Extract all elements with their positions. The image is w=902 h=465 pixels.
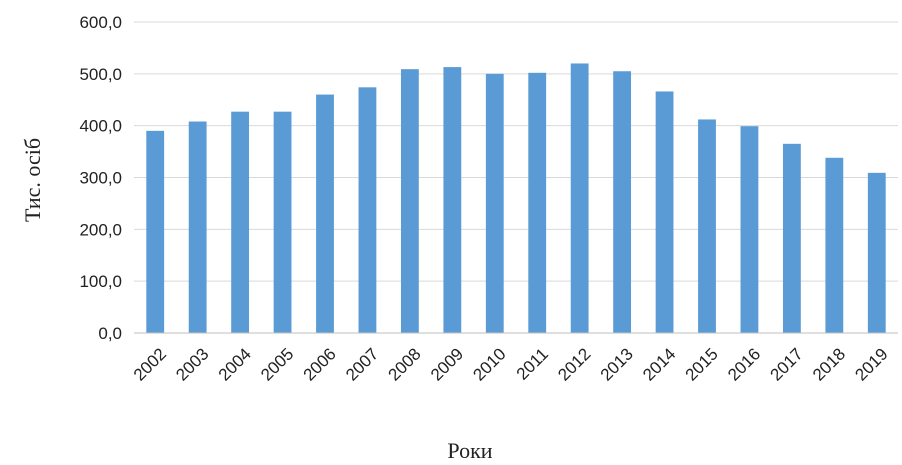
bars (146, 63, 886, 334)
bar-2013 (613, 71, 632, 333)
y-tick-label: 500,0 (79, 65, 122, 84)
bar-2019 (867, 172, 886, 333)
bar-2009 (443, 67, 462, 333)
bar-2005 (273, 111, 292, 334)
x-tick-label: 2002 (130, 344, 170, 384)
x-tick-label: 2012 (554, 344, 594, 384)
y-tick-label: 600,0 (79, 13, 122, 32)
x-tick-label: 2015 (682, 344, 722, 384)
x-tick-label: 2003 (172, 344, 212, 384)
x-tick-label: 2011 (513, 344, 552, 383)
y-tick-label: 300,0 (79, 169, 122, 188)
bar-2002 (146, 130, 165, 333)
y-tick-label: 0,0 (98, 324, 122, 343)
y-tick-label: 100,0 (79, 272, 122, 291)
x-tick-label: 2019 (851, 344, 891, 384)
x-tick-label: 2017 (767, 344, 807, 384)
y-tick-label: 200,0 (79, 220, 122, 239)
x-axis-ticks: 2002 2003 2004 2005 2006 2007 2008 2009 2010 2011… (130, 344, 892, 384)
bar-2006 (316, 94, 334, 333)
bar-2011 (528, 72, 547, 334)
x-tick-label: 2013 (597, 344, 637, 384)
x-tick-label: 2005 (257, 344, 297, 384)
x-tick-label: 2010 (469, 344, 509, 384)
bar-2004 (231, 111, 250, 334)
x-tick-label: 2009 (427, 344, 467, 384)
y-tick-label: 400,0 (79, 117, 122, 136)
x-tick-label: 2007 (342, 344, 382, 384)
bar-2015 (698, 119, 716, 334)
bar-2017 (782, 143, 801, 333)
bar-2003 (188, 121, 207, 334)
x-tick-label: 2018 (809, 344, 849, 384)
bar-2016 (740, 126, 759, 333)
bar-2010 (485, 73, 504, 333)
bar-2012 (570, 63, 589, 333)
x-axis-title: Роки (447, 438, 492, 463)
bar-2014 (655, 91, 674, 333)
x-tick-label: 2008 (385, 344, 425, 384)
bar-2008 (400, 69, 419, 333)
x-tick-label: 2014 (639, 344, 679, 384)
x-tick-label: 2004 (215, 344, 255, 384)
x-tick-label: 2016 (724, 344, 764, 384)
x-tick-label: 2006 (300, 344, 340, 384)
bar-2007 (358, 87, 377, 333)
gridlines (134, 21, 898, 282)
y-axis-ticks: 0,0 100,0 200,0 300,0 400,0 500,0 600,0 (79, 13, 122, 343)
y-axis-title: Тис. осіб (20, 138, 45, 222)
bar-2018 (825, 157, 844, 333)
